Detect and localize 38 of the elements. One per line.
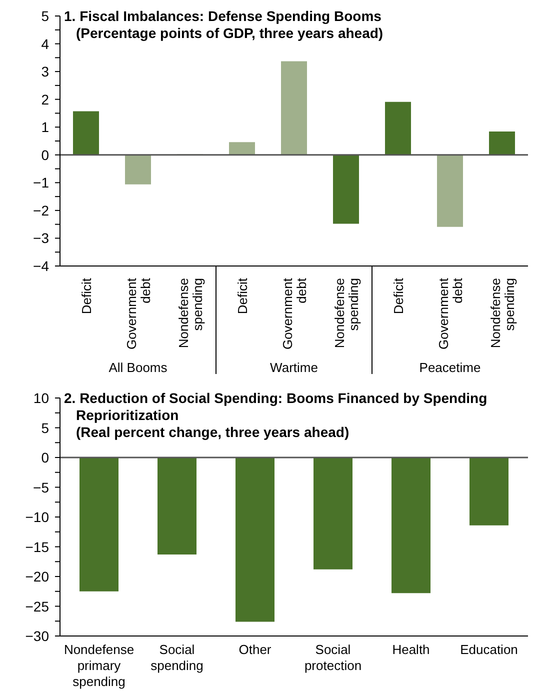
y-tick-label: 3 [41, 64, 50, 80]
x-tick-label: Government debt [436, 278, 465, 350]
x-tick-label: Social protection [304, 642, 362, 673]
y-tick-label: −1 [33, 174, 50, 191]
x-tick-label: Deficit [235, 278, 250, 314]
y-tick-label: 5 [41, 420, 50, 436]
text: (Percentage points of GDP, three years ahead) [75, 25, 384, 42]
y-tick-label: −25 [25, 598, 50, 614]
y-tick-label: −20 [25, 568, 50, 584]
y-tick-label: 0 [41, 450, 50, 466]
y-tick-label: 5 [41, 8, 50, 24]
y-tick-label: 4 [41, 36, 50, 52]
x-tick-label: Social spending [150, 642, 204, 673]
y-tick-label: −10 [25, 509, 50, 525]
text: Peacetime [419, 360, 481, 375]
y-tick-label: −3 [33, 230, 50, 246]
y-tick-label: 0 [41, 146, 50, 163]
x-tick-label: Health [392, 642, 430, 657]
chart-title: 2. Reduction of Social Spending: Booms Financed by Spending Reprioritization [64, 390, 488, 424]
text: Wartime [270, 360, 318, 375]
x-tick-label: Deficit [79, 278, 94, 314]
y-tick-label: 10 [33, 390, 50, 406]
x-tick-label: Nondefense primary spending [64, 642, 134, 689]
x-tick-label: Education [460, 642, 518, 657]
y-tick-label: −2 [33, 202, 50, 218]
text: (Real percent change, three years ahead) [75, 424, 350, 441]
chart-title: 1. Fiscal Imbalances: Defense Spending Booms [64, 8, 382, 25]
y-tick-label: 2 [41, 91, 50, 108]
x-tick-label: Government debt [280, 278, 309, 350]
text: All Booms [108, 360, 168, 375]
y-tick-label: −5 [33, 479, 50, 496]
y-tick-label: 1 [41, 119, 50, 136]
x-tick-label: Other [238, 642, 272, 657]
y-tick-label: −4 [33, 258, 50, 274]
y-tick-label: −15 [25, 538, 50, 555]
x-tick-label: Government debt [124, 278, 153, 350]
y-tick-label: −30 [25, 628, 50, 644]
x-tick-label: Deficit [391, 278, 406, 314]
